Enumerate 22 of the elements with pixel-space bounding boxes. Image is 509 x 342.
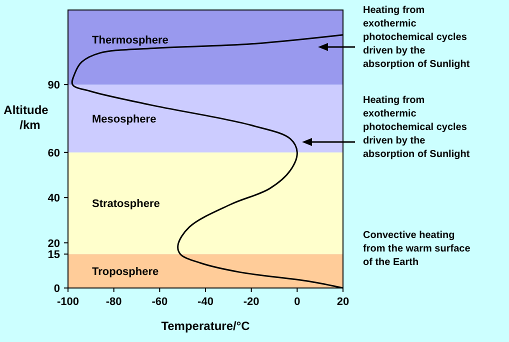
x-tick-label: -40: [198, 296, 214, 308]
x-tick-label: -20: [243, 296, 260, 308]
text: Convective heating from the warm surface of the Earth: [363, 230, 471, 268]
y-tick-label: 40: [48, 192, 60, 205]
band-label: Troposphere: [92, 266, 159, 278]
y-tick-label: 0: [54, 283, 60, 295]
band-label: Stratosphere: [92, 198, 160, 210]
y-tick-label: 20: [48, 238, 60, 250]
x-tick-label: -100: [56, 296, 80, 308]
y-tick-label: 90: [48, 80, 60, 92]
band-label: Mesosphere: [92, 113, 156, 126]
band-label: Thermosphere: [92, 34, 168, 46]
text: Heating from exothermic photochemical cycles driven by the absorption of Sunlight: [363, 5, 470, 70]
text: Heating from exothermic photochemical cycles driven by the absorption of Sunlight: [363, 95, 470, 160]
x-tick-label: -80: [106, 296, 122, 308]
x-tick-label: -60: [152, 296, 168, 308]
x-tick-label: 20: [336, 296, 350, 308]
x-tick-label: 0: [294, 296, 300, 308]
y-tick-label: 60: [48, 147, 60, 160]
y-tick-label: 15: [48, 249, 60, 262]
y-axis-title: Altitude /km: [4, 102, 49, 132]
x-axis-title: Temperature/°C: [161, 319, 250, 333]
